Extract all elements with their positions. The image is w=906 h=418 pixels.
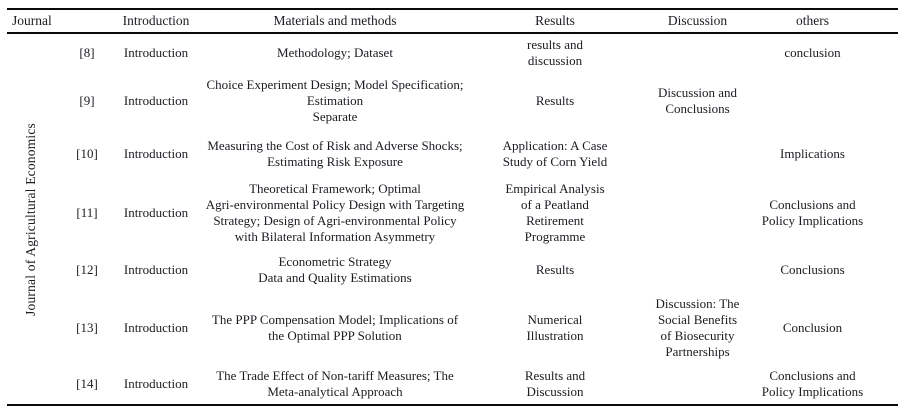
cell-methods: Measuring the Cost of Risk and Adverse S… <box>207 137 463 169</box>
table-header-rule <box>7 32 898 34</box>
header-others: others <box>796 13 829 28</box>
cell-methods: The Trade Effect of Non-tariff Measures;… <box>216 367 454 399</box>
cell-methods: Methodology; Dataset <box>277 45 393 60</box>
cell-results: Application: A Case Study of Corn Yield <box>502 137 608 169</box>
cell-results: Numerical Illustration <box>526 311 584 343</box>
cell-results: results and discussion <box>527 37 583 68</box>
cell-ref: [12] <box>76 262 98 277</box>
cell-methods: Choice Experiment Design; Model Specific… <box>206 77 464 124</box>
header-materials-and-methods: Materials and methods <box>273 13 397 28</box>
cell-introduction: Introduction <box>123 375 189 391</box>
cell-introduction: Introduction <box>123 204 189 220</box>
header-ref-spacer <box>62 10 112 32</box>
cell-ref: [11] <box>76 204 98 220</box>
cell-discussion <box>640 248 755 292</box>
table-bottom-rule <box>7 404 898 406</box>
cell-results: Empirical Analysis of a Peatland Retirem… <box>505 180 605 244</box>
table-header-row: Journal Introduction Materials and metho… <box>0 10 906 32</box>
cell-introduction: Introduction <box>123 145 189 161</box>
cell-discussion <box>640 177 755 248</box>
cell-results: Results and Discussion <box>524 367 586 399</box>
cell-others: Implications <box>780 145 845 161</box>
journal-group-cell: Journal of Agricultural Economics <box>0 34 62 404</box>
cell-discussion <box>640 130 755 177</box>
cell-others: conclusion <box>784 45 841 60</box>
table-body: Journal of Agricultural Economics [8] In… <box>0 34 906 404</box>
cell-introduction: Introduction <box>123 262 189 277</box>
cell-others <box>755 72 906 130</box>
table-top-rule <box>7 8 898 10</box>
cell-others: Conclusion <box>782 319 843 335</box>
cell-ref: [10] <box>76 145 98 161</box>
cell-discussion: Discussion: The Social Benefits of Biose… <box>655 295 740 359</box>
cell-ref: [8] <box>79 45 95 60</box>
journal-group-label: Journal of Agricultural Economics <box>23 122 38 316</box>
header-results: Results <box>535 13 575 28</box>
cell-others: Conclusions and Policy Implications <box>761 196 864 228</box>
cell-discussion <box>640 363 755 404</box>
cell-ref: [14] <box>76 375 98 391</box>
cell-introduction: Introduction <box>123 93 189 108</box>
cell-others: Conclusions <box>780 262 845 277</box>
cell-discussion: Discussion and Conclusions <box>657 85 738 116</box>
cell-introduction: Introduction <box>123 45 189 60</box>
cell-results: Results <box>535 93 575 108</box>
cell-methods: Theoretical Framework; Optimal Agri-envi… <box>205 180 465 244</box>
cell-introduction: Introduction <box>123 319 189 335</box>
cell-ref: [9] <box>79 93 95 108</box>
header-journal: Journal <box>12 13 52 28</box>
cell-others: Conclusions and Policy Implications <box>761 367 864 399</box>
cell-discussion <box>640 34 755 72</box>
cell-ref: [13] <box>76 319 98 335</box>
cell-methods: The PPP Compensation Model; Implications… <box>211 311 459 343</box>
cell-results: Results <box>535 262 575 277</box>
header-introduction: Introduction <box>122 13 190 28</box>
cell-methods: Econometric Strategy Data and Quality Es… <box>258 254 412 285</box>
header-discussion: Discussion <box>667 13 728 28</box>
